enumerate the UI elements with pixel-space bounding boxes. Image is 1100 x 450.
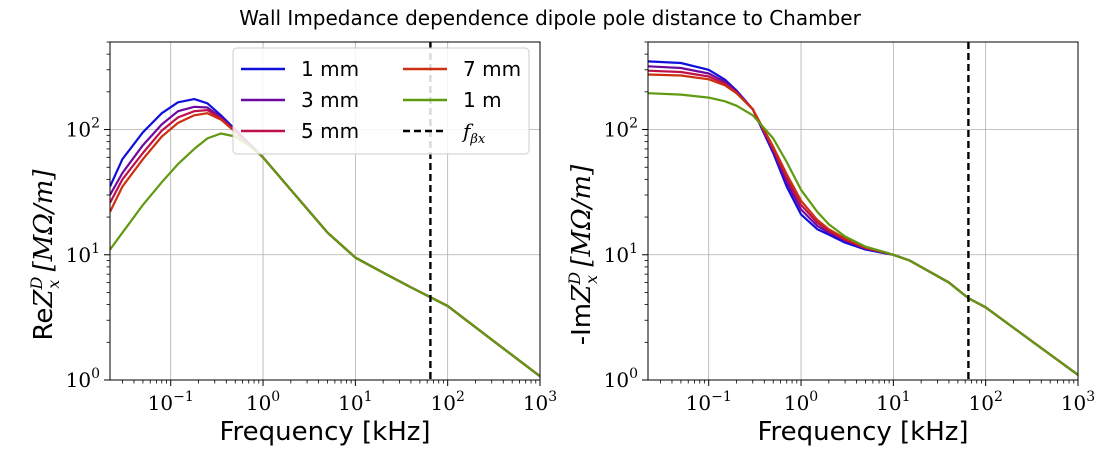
y-axis-label: -ImZDx [MΩ/m] [565, 164, 601, 345]
axes-frame [647, 41, 1079, 381]
y-tick-label: 100 [66, 366, 100, 392]
legend-item: 7 mm [403, 57, 521, 81]
x-tick-label: 100 [784, 389, 818, 415]
legend-label: 5 mm [301, 119, 359, 143]
series-group [648, 42, 1078, 380]
legend-item: fβx [403, 119, 486, 147]
plot-area [648, 42, 1078, 380]
legend-item: 1 m [403, 88, 502, 112]
legend-label: 1 m [463, 88, 502, 112]
x-tick-label: 102 [430, 389, 464, 415]
x-axis-label: Frequency [kHz] [219, 417, 430, 447]
x-tick-label: 100 [246, 389, 280, 415]
figure-title: Wall Impedance dependence dipole pole di… [239, 6, 861, 30]
legend-item: 5 mm [241, 119, 359, 143]
legend-label: 1 mm [301, 57, 359, 81]
x-tick-label: 10−1 [148, 389, 194, 415]
x-tick-label: 10−1 [686, 389, 732, 415]
legend-label: 3 mm [301, 88, 359, 112]
x-tick-label: 103 [1061, 389, 1095, 415]
y-axis-label: ReZDx [MΩ/m] [27, 169, 63, 341]
y-tick-label: 102 [66, 116, 100, 142]
x-tick-label: 101 [876, 389, 910, 415]
series-line-5 [648, 92, 1078, 376]
legend-label: fβx [461, 119, 486, 147]
y-tick-label: 100 [604, 366, 638, 392]
y-tick-label: 101 [604, 241, 638, 267]
legend-item: 1 mm [241, 57, 359, 81]
x-tick-label: 102 [968, 389, 1002, 415]
legend-box [232, 47, 530, 155]
x-tick-label: 101 [338, 389, 372, 415]
x-tick-label: 103 [523, 389, 557, 415]
legend: 1 mm 3 mm 5 mm 7 mm 1 m fβx [232, 47, 530, 155]
y-tick-label: 102 [604, 116, 638, 142]
x-axis-label: Frequency [kHz] [757, 417, 968, 447]
legend-item: 3 mm [241, 88, 359, 112]
y-tick-label: 101 [66, 241, 100, 267]
legend-label: 7 mm [463, 57, 521, 81]
axes-frame [109, 41, 541, 381]
